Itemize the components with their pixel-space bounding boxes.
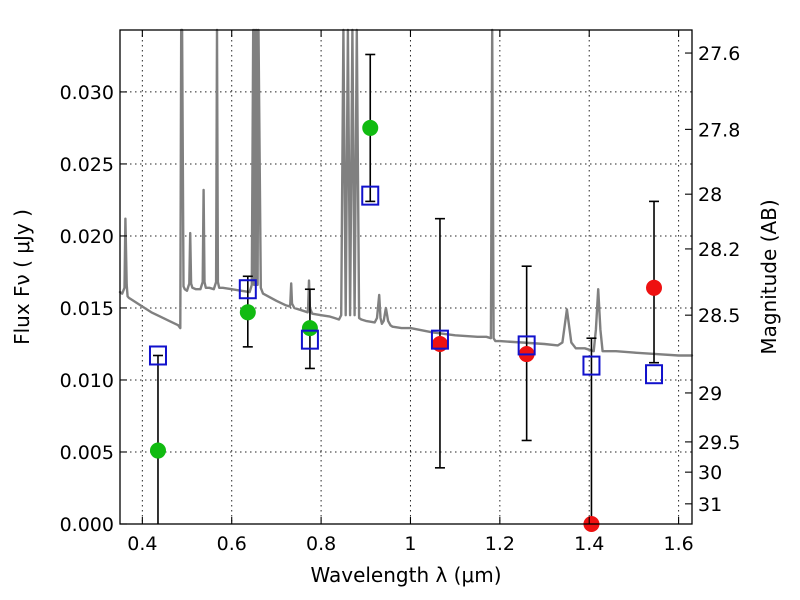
model-flux-box [430,329,449,350]
y2-tick-label: 31 [698,494,722,516]
y2-tick-label: 29.5 [698,432,740,454]
y-tick-label: 0.030 [60,82,114,104]
y-tick-label: 0.010 [60,370,114,392]
y2-tick-label: 28.2 [698,239,740,261]
y2-tick-label: 27.8 [698,119,740,141]
axis-ticks [120,30,692,525]
model-flux-box [300,329,319,350]
detection-point [239,304,256,321]
y-tick-label: 0.025 [60,154,114,176]
detection-point [301,320,318,337]
x-tick-label: 1.6 [663,533,693,555]
model-flux-box [148,345,167,366]
y-tick-label: 0.020 [60,226,114,248]
y-tick-label: 0.005 [60,442,114,464]
x-axis-label: Wavelength λ (μm) [310,563,501,587]
model-flux-box [238,279,257,300]
y2-tick-label: 27.6 [698,43,740,65]
spectrum-line [118,28,694,357]
model-flux-box [361,185,380,206]
y-tick-label: 0.015 [60,298,114,320]
y2-tick-label: 28 [698,184,722,206]
model-flux-box [645,364,664,385]
x-tick-label: 1 [404,533,416,555]
model-flux-box [582,355,601,376]
y2-tick-label: 30 [698,462,722,484]
detection-point [149,442,166,459]
grid [120,30,692,525]
y-axis-label: Flux Fν ( μJy ) [10,209,34,345]
x-tick-label: 1.2 [485,533,515,555]
tick-labels: 0.4 0.6 0.8 1 1.2 1.4 1.6 0.000 0.005 0.010 0.015 0… [60,43,741,555]
plot-frame [119,29,693,525]
y2-tick-label: 29 [698,383,722,405]
data-markers [148,119,664,532]
detection-point [362,119,379,136]
y2-axis-label: Magnitude (AB) [757,199,781,354]
x-tick-label: 0.4 [127,533,157,555]
x-tick-label: 0.6 [217,533,247,555]
y2-tick-label: 28.5 [698,305,740,327]
model-flux-box [517,335,536,356]
upper-limit-point [646,279,663,296]
x-tick-label: 0.8 [306,533,336,555]
x-tick-label: 1.4 [574,533,604,555]
y-tick-label: 0.000 [60,514,114,536]
spectrum-series [118,28,694,357]
